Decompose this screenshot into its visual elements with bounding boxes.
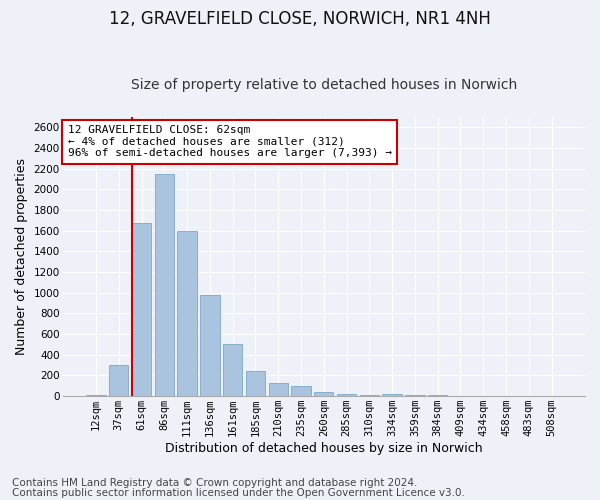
Bar — [314, 392, 334, 396]
Bar — [246, 371, 265, 396]
Bar — [382, 394, 402, 396]
Text: 12 GRAVELFIELD CLOSE: 62sqm
← 4% of detached houses are smaller (312)
96% of sem: 12 GRAVELFIELD CLOSE: 62sqm ← 4% of deta… — [68, 125, 392, 158]
Bar — [223, 344, 242, 396]
X-axis label: Distribution of detached houses by size in Norwich: Distribution of detached houses by size … — [165, 442, 482, 455]
Bar — [109, 365, 128, 396]
Bar — [292, 386, 311, 396]
Text: 12, GRAVELFIELD CLOSE, NORWICH, NR1 4NH: 12, GRAVELFIELD CLOSE, NORWICH, NR1 4NH — [109, 10, 491, 28]
Bar — [200, 296, 220, 396]
Title: Size of property relative to detached houses in Norwich: Size of property relative to detached ho… — [131, 78, 517, 92]
Y-axis label: Number of detached properties: Number of detached properties — [15, 158, 28, 355]
Bar — [337, 394, 356, 396]
Bar — [405, 395, 425, 396]
Bar — [178, 231, 197, 396]
Text: Contains public sector information licensed under the Open Government Licence v3: Contains public sector information licen… — [12, 488, 465, 498]
Text: Contains HM Land Registry data © Crown copyright and database right 2024.: Contains HM Land Registry data © Crown c… — [12, 478, 418, 488]
Bar — [86, 394, 106, 396]
Bar — [132, 224, 151, 396]
Bar — [155, 174, 174, 396]
Bar — [269, 383, 288, 396]
